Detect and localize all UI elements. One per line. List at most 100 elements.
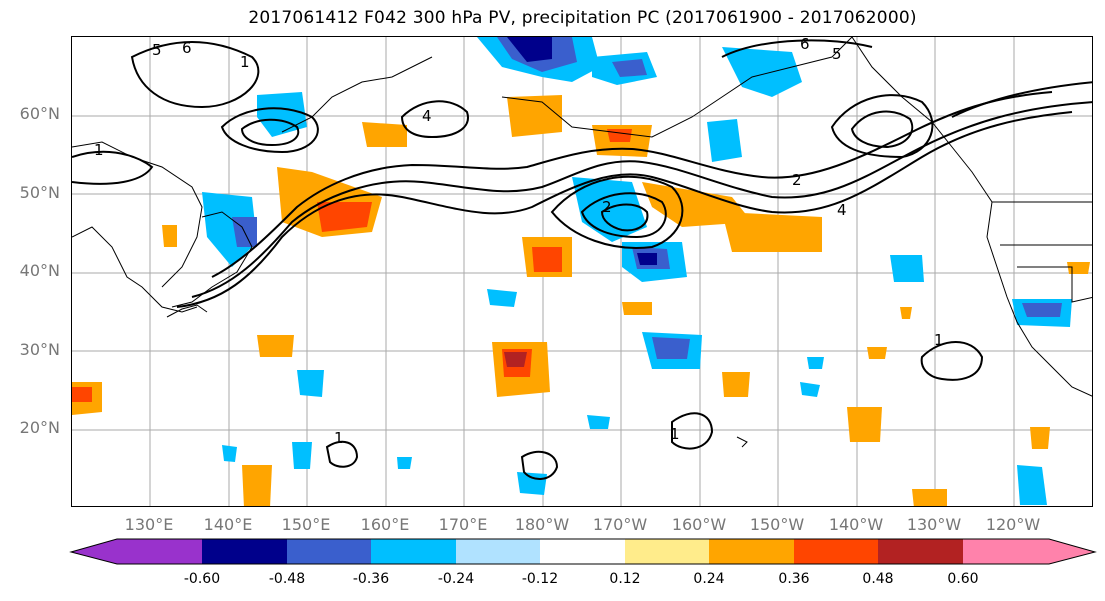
contour-label: 2: [602, 198, 612, 216]
colorbar-segment: [540, 539, 625, 564]
coastlines: [72, 37, 1092, 448]
blob-pos: [622, 302, 652, 315]
colorbar-tick-label: 0.60: [947, 571, 979, 587]
blob-neg: [397, 457, 412, 469]
lon-label-170w: 170°W: [592, 515, 648, 534]
blob-neg: [297, 370, 324, 397]
blob-pos: [722, 212, 822, 252]
colorbar-tick-label: -0.48: [268, 571, 306, 587]
lon-label-130e: 130°E: [124, 515, 174, 534]
colorbar-segment: [287, 539, 371, 564]
colorbar-tick-label: 0.48: [862, 571, 894, 587]
lon-label-170e: 170°E: [438, 515, 488, 534]
colorbar-tick-label: 0.12: [609, 571, 641, 587]
blob-neg: [890, 255, 924, 282]
contour-label: 1: [934, 331, 944, 349]
lon-label-180w: 180°W: [514, 515, 570, 534]
blob-neg: [1022, 303, 1062, 317]
blob-neg: [722, 47, 802, 97]
blob-pos: [504, 352, 527, 367]
colorbar-segment: [625, 539, 709, 564]
colorbar: [69, 538, 1097, 565]
contour-label-group: 1 2 4 5 6 1 2 4 5 6 1 1 1: [94, 37, 944, 447]
lon-label-160w: 160°W: [671, 515, 727, 534]
blob-neg: [202, 192, 257, 267]
map-canvas: 1 2 4 5 6 1 2 4 5 6 1 1 1: [72, 37, 1092, 506]
lon-label-160e: 160°E: [360, 515, 410, 534]
lat-label-30n: 30°N: [19, 340, 60, 359]
lon-label-150e: 150°E: [281, 515, 331, 534]
blob-pos: [242, 465, 272, 506]
blob-pos: [1030, 427, 1050, 449]
blob-pos: [362, 122, 407, 147]
blob-neg: [257, 92, 307, 137]
contour-label: 1: [240, 53, 250, 71]
contour-label: 1: [334, 429, 344, 447]
colorbar-segment: [202, 539, 287, 564]
blob-neg: [652, 337, 690, 359]
contour-label: 6: [182, 39, 192, 57]
blob-pos: [900, 307, 912, 319]
blob-pos: [72, 387, 92, 402]
blob-neg: [637, 253, 657, 265]
graticule: [72, 37, 1092, 506]
colorbar-segments: [71, 539, 1095, 564]
blob-neg: [517, 472, 547, 495]
blob-pos: [1067, 262, 1090, 274]
colorbar-tick-label: 0.36: [778, 571, 810, 587]
blob-neg: [292, 442, 312, 469]
lat-label-50n: 50°N: [19, 183, 60, 202]
colorbar-tick-label: -0.36: [352, 571, 390, 587]
contour-label: 5: [832, 45, 842, 63]
blob-pos: [847, 407, 882, 442]
lat-label-40n: 40°N: [19, 261, 60, 280]
blob-pos: [867, 347, 887, 359]
contour-label: 4: [422, 107, 432, 125]
colorbar-tick-label: -0.24: [437, 571, 475, 587]
pv-contours: [72, 39, 1092, 480]
blob-neg: [487, 289, 517, 307]
colorbar-segment: [878, 539, 963, 564]
colorbar-outline: [69, 538, 1097, 565]
contour-label: 4: [837, 201, 847, 219]
contour-label: 1: [94, 141, 104, 159]
colorbar-tick-label: -0.12: [521, 571, 559, 587]
colorbar-extend-max: [963, 539, 1095, 564]
blob-pos: [532, 247, 562, 272]
colorbar-extend-min: [71, 539, 202, 564]
blob-pos: [722, 372, 750, 397]
blob-neg: [587, 415, 610, 429]
blob-pos: [317, 202, 372, 232]
colorbar-segment: [709, 539, 794, 564]
lon-label-130w: 130°W: [906, 515, 962, 534]
contour-label: 5: [152, 41, 162, 59]
blob-neg: [222, 445, 237, 462]
colorbar-tick-label: 0.24: [693, 571, 725, 587]
blob-pos: [507, 95, 562, 137]
contour-label: 2: [792, 171, 802, 189]
blob-neg: [1017, 465, 1047, 505]
blob-pos: [162, 225, 177, 247]
blob-neg: [507, 37, 552, 62]
blob-pos: [257, 335, 294, 357]
blob-pos: [912, 489, 947, 506]
map-title: 2017061412 F042 300 hPa PV, precipitatio…: [248, 8, 917, 28]
lat-label-60n: 60°N: [19, 104, 60, 123]
colorbar-segment: [794, 539, 878, 564]
lon-label-120w: 120°W: [985, 515, 1041, 534]
colorbar-segment: [371, 539, 456, 564]
blob-pos: [607, 129, 632, 142]
lat-label-20n: 20°N: [19, 418, 60, 437]
lon-label-140e: 140°E: [203, 515, 253, 534]
colorbar-segment: [456, 539, 540, 564]
contour-label: 1: [670, 425, 680, 443]
blob-neg: [707, 119, 742, 162]
lon-label-150w: 150°W: [749, 515, 805, 534]
blob-neg: [800, 382, 820, 397]
blob-neg: [807, 357, 824, 369]
lon-label-140w: 140°W: [828, 515, 884, 534]
contour-label: 6: [800, 37, 810, 53]
blob-neg: [612, 59, 647, 77]
precip-anomaly-fill: [72, 37, 1090, 506]
map-panel[interactable]: 1 2 4 5 6 1 2 4 5 6 1 1 1: [71, 36, 1093, 507]
